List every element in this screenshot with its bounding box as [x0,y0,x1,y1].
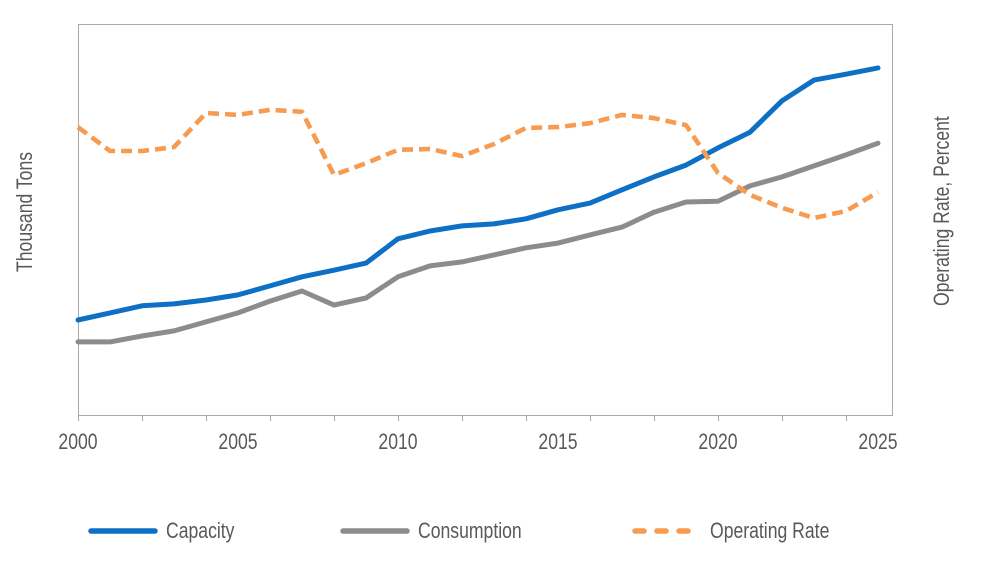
legend-item-capacity: Capacity [88,519,252,543]
legend-label-capacity: Capacity [166,518,235,543]
operating-rate-line [76,107,880,221]
x-axis-tick-labels: 2000 2005 2010 2015 2020 2025 [58,429,897,457]
legend-swatch-capacity-icon [88,528,158,534]
x-tick-label-2015: 2015 [538,429,578,454]
legend: Capacity Consumption Operating Rate [0,519,984,543]
x-tick-label-2025: 2025 [858,429,898,454]
legend-item-consumption: Consumption [340,519,548,543]
x-tick-label-2000: 2000 [58,429,98,454]
left-axis-title: Thousand Tons [12,151,37,272]
x-tick-label-2010: 2010 [378,429,418,454]
plot-border [78,24,893,416]
consumption-line [75,140,881,345]
legend-item-operating-rate: Operating Rate [632,519,859,543]
legend-swatch-consumption-icon [340,528,410,534]
plot-area [75,24,893,421]
legend-swatch-operating-rate-icon [632,528,702,534]
legend-label-operating-rate: Operating Rate [710,518,830,543]
x-tick-label-2020: 2020 [698,429,738,454]
capacity-line [75,65,881,323]
right-axis-title: Operating Rate, Percent [929,116,954,306]
legend-label-consumption: Consumption [418,518,522,543]
x-tick-label-2005: 2005 [218,429,258,454]
